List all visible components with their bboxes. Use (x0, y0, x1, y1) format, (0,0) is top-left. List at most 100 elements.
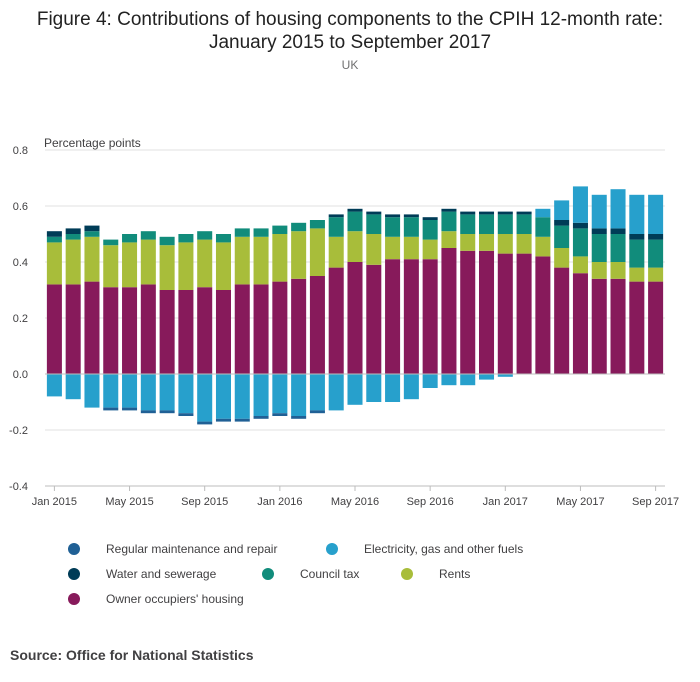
bar-council-tax (403, 217, 419, 237)
bar-rents (629, 267, 645, 282)
bar-regular-maintenance (103, 407, 119, 411)
legend-item-rents[interactable]: Rents (401, 567, 470, 581)
bar-rents (610, 262, 626, 279)
bar-regular-maintenance (253, 416, 269, 419)
x-tick-label: Jan 2015 (32, 496, 77, 508)
bar-water (385, 214, 401, 218)
bar-owner-occupiers (610, 278, 626, 374)
bar-water (554, 220, 570, 226)
bar-owner-occupiers (479, 250, 495, 374)
source-note: Source: Office for National Statistics (10, 647, 254, 663)
bar-council-tax (65, 234, 81, 240)
bar-regular-maintenance (272, 413, 288, 416)
bar-rents (460, 234, 476, 251)
y-tick-label: 0.6 (13, 201, 28, 213)
bar-electricity (84, 374, 100, 408)
bar-rents (648, 267, 664, 282)
bar-electricity (122, 374, 138, 408)
legend-item-water[interactable]: Water and sewerage (68, 567, 216, 581)
bar-water (479, 211, 495, 215)
legend-swatch-council-tax (262, 568, 274, 580)
bar-council-tax (535, 217, 551, 237)
bar-electricity (385, 374, 401, 402)
bar-water (497, 211, 513, 215)
bar-electricity (328, 374, 344, 411)
bar-council-tax (572, 228, 588, 257)
bar-council-tax (272, 225, 288, 234)
bar-owner-occupiers (497, 253, 513, 374)
legend-label-water: Water and sewerage (106, 567, 217, 581)
bar-rents (572, 256, 588, 274)
bar-council-tax (479, 214, 495, 234)
bar-electricity (309, 374, 325, 411)
bar-council-tax (610, 234, 626, 262)
bar-owner-occupiers (234, 284, 250, 374)
bar-water (572, 222, 588, 229)
bar-electricity (648, 194, 664, 234)
bar-electricity (403, 374, 419, 400)
y-tick-label: 0.0 (13, 369, 28, 381)
bar-regular-maintenance (140, 410, 156, 414)
x-tick-label: May 2017 (556, 496, 604, 508)
bar-rents (178, 242, 194, 290)
y-tick-label: 0.8 (13, 145, 28, 157)
bar-regular-maintenance (309, 410, 325, 414)
bar-owner-occupiers (140, 284, 156, 374)
bar-rents (234, 236, 250, 285)
legend-item-regular-maintenance[interactable]: Regular maintenance and repair (68, 542, 277, 556)
bar-rents (422, 239, 438, 260)
bar-rents (197, 239, 213, 288)
bar-council-tax (516, 214, 532, 234)
bar-rents (122, 242, 138, 288)
bar-water (591, 228, 607, 234)
bar-owner-occupiers (309, 276, 325, 374)
bar-electricity (178, 374, 194, 414)
bar-council-tax (554, 225, 570, 248)
bar-electricity (422, 374, 438, 388)
bar-owner-occupiers (460, 250, 476, 374)
legend-item-owner-occupiers[interactable]: Owner occupiers' housing (68, 592, 244, 606)
bar-council-tax (84, 231, 100, 237)
bar-water (46, 231, 62, 237)
bar-rents (441, 231, 457, 248)
x-tick-label: Jan 2016 (257, 496, 302, 508)
bar-owner-occupiers (591, 278, 607, 374)
chart-title-line1: Figure 4: Contributions of housing compo… (36, 9, 664, 30)
legend-item-electricity[interactable]: Electricity, gas and other fuels (326, 542, 523, 556)
bar-water (347, 208, 363, 212)
bar-water (65, 228, 81, 234)
bar-electricity (291, 374, 307, 416)
bar-rents (291, 231, 307, 279)
bar-electricity (441, 374, 457, 386)
legend-label-regular-maintenance: Regular maintenance and repair (106, 542, 278, 556)
bar-council-tax (46, 236, 62, 243)
bar-electricity (103, 374, 119, 408)
bar-rents (84, 236, 100, 282)
bar-council-tax (103, 239, 119, 246)
bar-regular-maintenance (215, 418, 231, 422)
bar-owner-occupiers (328, 267, 344, 374)
legend-item-council-tax[interactable]: Council tax (262, 567, 359, 581)
bar-rents (479, 234, 495, 251)
bar-water (629, 234, 645, 240)
legend-label-electricity: Electricity, gas and other fuels (364, 542, 524, 556)
bar-owner-occupiers (366, 264, 382, 374)
bar-council-tax (591, 234, 607, 262)
bar-electricity (591, 194, 607, 229)
bar-council-tax (347, 211, 363, 232)
bar-rents (535, 236, 551, 257)
bar-council-tax (122, 234, 138, 243)
bar-electricity (197, 374, 213, 422)
bar-rents (159, 245, 175, 290)
bar-council-tax (291, 222, 307, 232)
bar-owner-occupiers (178, 290, 194, 374)
x-tick-label: May 2016 (331, 496, 379, 508)
y-tick-label: -0.4 (9, 481, 28, 493)
bar-owner-occupiers (572, 273, 588, 374)
legend-label-council-tax: Council tax (300, 567, 360, 581)
bar-rents (328, 236, 344, 268)
bar-council-tax (441, 211, 457, 232)
bar-owner-occupiers (629, 281, 645, 374)
bar-council-tax (422, 220, 438, 240)
bar-owner-occupiers (535, 256, 551, 374)
